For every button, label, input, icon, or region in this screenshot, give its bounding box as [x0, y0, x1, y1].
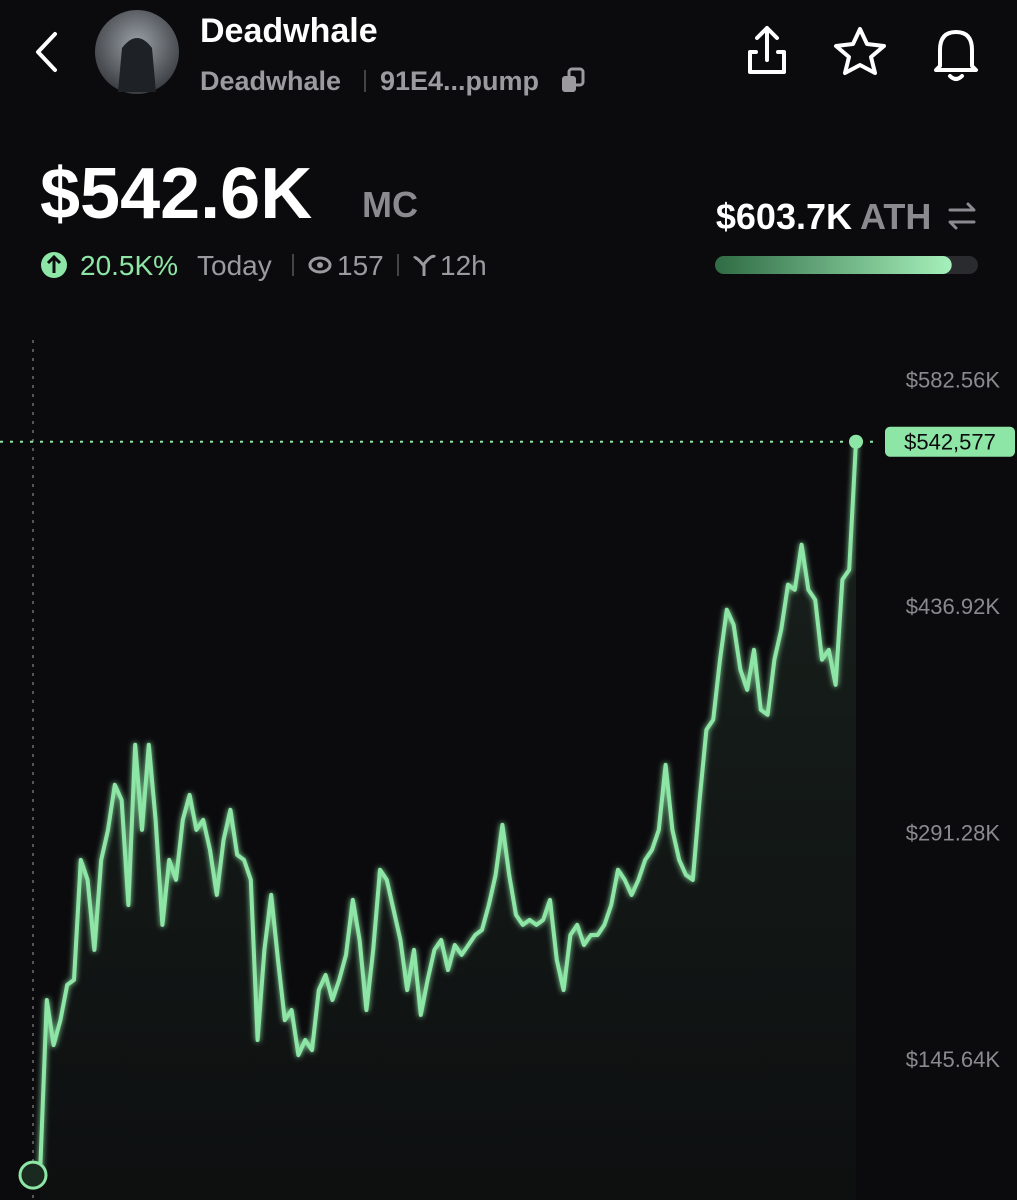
y-tick-label: $291.28K: [906, 821, 1001, 846]
token-ticker: Deadwhale: [200, 66, 341, 96]
ath-value: $603.7K: [716, 196, 852, 237]
market-cap-unit: MC: [362, 184, 418, 225]
swap-button[interactable]: [948, 202, 976, 230]
y-tick-label: $145.64K: [906, 1047, 1001, 1072]
avatar-figure: [118, 38, 156, 92]
last-price-label: $542,577: [904, 430, 996, 455]
change-arrow: [46, 254, 62, 273]
start-point: [18, 1160, 48, 1190]
copy-button[interactable]: [562, 67, 585, 92]
ath-label: ATH: [860, 196, 931, 237]
change-percent: 20.5K%: [80, 250, 178, 281]
share-button[interactable]: [748, 26, 786, 74]
views-icon: [308, 256, 332, 274]
y-tick-label: $582.56K: [906, 368, 1001, 393]
age-icon: [412, 254, 437, 276]
token-address: 91E4...pump: [380, 66, 539, 96]
last-point: [849, 434, 863, 449]
area: [40, 441, 856, 1200]
favorite-button[interactable]: [834, 27, 886, 75]
ath-progress: [715, 256, 952, 274]
last-price-badge: [885, 426, 1015, 457]
change-period: Today: [197, 250, 272, 281]
back-button[interactable]: [36, 32, 57, 72]
age: 12h: [440, 250, 487, 281]
price-line: [38, 441, 858, 1176]
chart: $145.64K $291.28K $436.92K $582.56K $542,577: [0, 340, 1015, 1200]
token-name: Deadwhale: [200, 12, 378, 50]
market-cap: $542.6K: [40, 154, 312, 234]
y-tick-label: $436.92K: [906, 594, 1001, 619]
views: 157: [337, 250, 384, 281]
alert-button[interactable]: [934, 30, 978, 81]
